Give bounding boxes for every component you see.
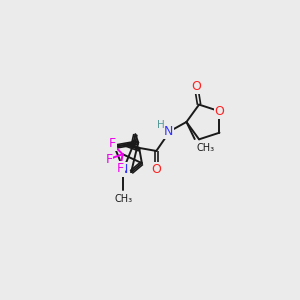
Text: F: F	[105, 153, 112, 166]
Text: H: H	[157, 120, 164, 130]
Text: N: N	[164, 125, 173, 138]
Text: O: O	[214, 105, 224, 118]
Text: CH₃: CH₃	[196, 142, 214, 153]
Text: N: N	[119, 163, 128, 176]
Text: CH₃: CH₃	[114, 194, 133, 204]
Text: O: O	[152, 163, 161, 176]
Text: O: O	[191, 80, 201, 93]
Text: F: F	[116, 162, 124, 175]
Text: F: F	[109, 137, 116, 150]
